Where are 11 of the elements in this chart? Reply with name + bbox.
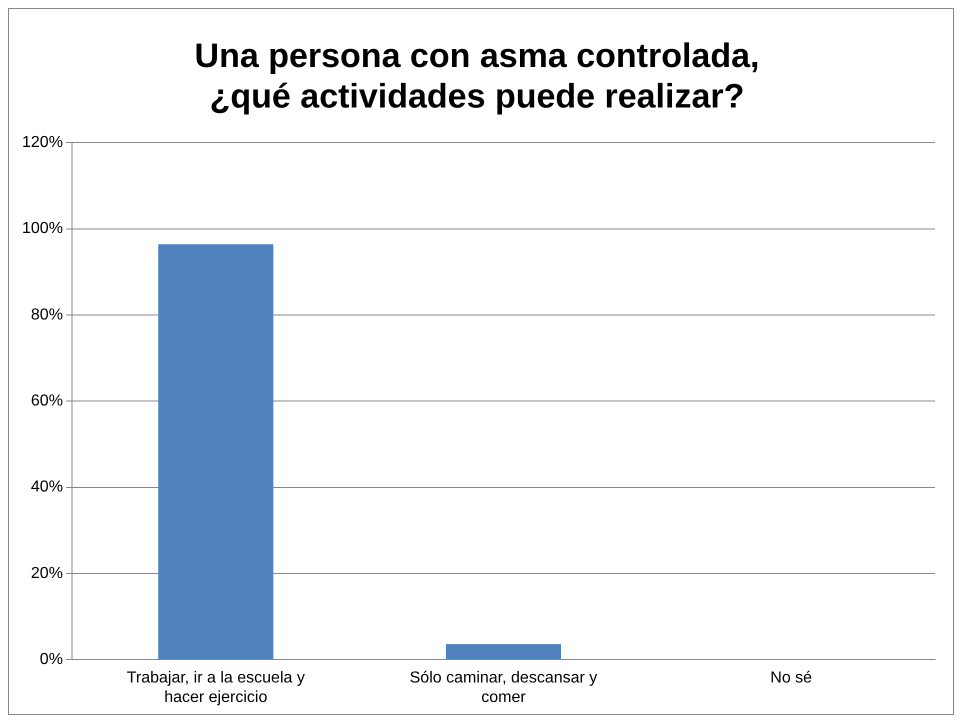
chart-title: Una persona con asma controlada, ¿qué actividades puede realizar?: [194, 36, 760, 116]
x-tick-label: No sé: [770, 670, 812, 687]
x-tick-label: Trabajar, ir a la escuela y hacer ejercicio: [126, 670, 305, 706]
y-tick-label: 0%: [40, 651, 63, 668]
y-tick-label: 120%: [22, 134, 63, 152]
y-tick-label: 40%: [30, 478, 63, 496]
y-tick-label: 60%: [30, 392, 63, 410]
y-tick-label: 80%: [30, 306, 63, 324]
x-tick-label: Sólo caminar, descansar y comer: [410, 670, 598, 706]
y-tick-label: 100%: [22, 220, 63, 238]
y-tick-label: 20%: [30, 564, 63, 582]
